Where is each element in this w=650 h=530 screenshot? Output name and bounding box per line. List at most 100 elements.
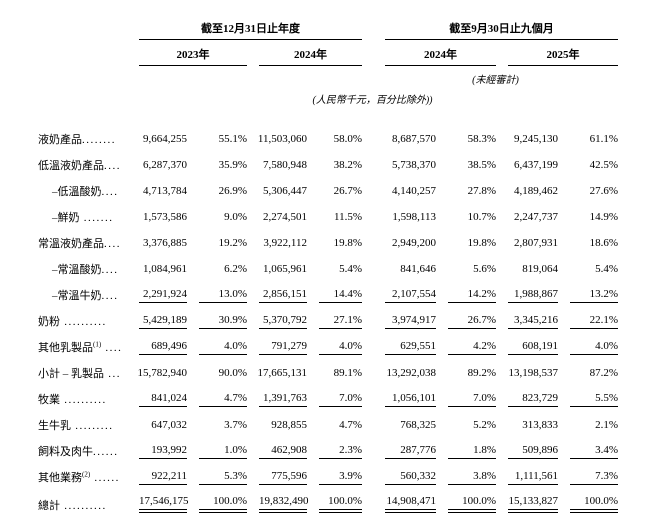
amount-cell: 17,546,175 — [127, 485, 189, 513]
amount-cell: 14,908,471 — [373, 485, 436, 513]
group-gap — [362, 303, 373, 329]
percentage-cell: 6.2% — [224, 263, 247, 275]
amount-cell: 19,832,490 — [247, 485, 309, 513]
percentage-cell: 11.5% — [333, 211, 362, 223]
amount-cell: 287,776 — [373, 433, 436, 459]
amount-cell: 3,376,885 — [143, 237, 187, 249]
amount-cell: 4,140,257 — [392, 185, 436, 197]
amount-cell: 922,211 — [127, 459, 187, 485]
row-label: 生牛乳 ......... — [38, 420, 114, 432]
percentage-cell: 14.9% — [589, 211, 618, 223]
amount-cell: 2,247,737 — [514, 211, 558, 223]
percentage-cell: 19.2% — [218, 237, 247, 249]
row-label: 飼料及肉牛...... — [38, 446, 119, 458]
percentage-cell: 100.0% — [436, 485, 496, 513]
dot-leader: .......... — [60, 394, 107, 406]
percentage-cell: 3.4% — [558, 433, 618, 459]
table-row: 其他業務(2) ...... 922,211 5.3% 775,596 3.9% 560,… — [30, 459, 618, 485]
amount-cell: 819,064 — [522, 263, 558, 275]
percentage-cell: 14.4% — [307, 277, 362, 303]
amount-cell: 608,191 — [496, 329, 558, 355]
amount-cell: 1,573,586 — [143, 211, 187, 223]
percentage-cell: 2.1% — [595, 419, 618, 431]
group-gap — [362, 381, 373, 407]
row-label: 低溫液奶產品.... — [38, 160, 121, 172]
row-label: 小計 – 乳製品 ... — [38, 368, 121, 380]
percentage-cell: 3.8% — [436, 459, 496, 485]
table-body: 液奶產品........ 9,664,255 55.1% 11,503,060 58.0… — [30, 121, 618, 513]
amount-cell: 17,665,131 — [257, 367, 308, 379]
unaudited-note: (未經審計) — [472, 75, 519, 86]
amount-cell: 193,992 — [127, 433, 187, 459]
table-row: –鮮奶 ....... 1,573,586 9.0% 2,274,501 11.5% 1,… — [30, 199, 618, 225]
revenue-breakdown-table: 截至12月31日止年度 截至9月30日止九個月 2023年 2024年 2024… — [30, 8, 618, 513]
table-row: 飼料及肉牛...... 193,992 1.0% 462,908 2.3% 287,776… — [30, 433, 618, 459]
dot-leader: ......... — [71, 420, 114, 432]
group-gap — [362, 121, 373, 147]
group-gap — [362, 199, 373, 225]
percentage-cell: 27.8% — [467, 185, 496, 197]
amount-cell: 841,646 — [400, 263, 436, 275]
table-row: 牧業 .......... 841,024 4.7% 1,391,763 7.0% 1,0… — [30, 381, 618, 407]
percentage-cell: 26.9% — [218, 185, 247, 197]
unit-note-row: (人民幣千元，百分比除外)) — [30, 86, 618, 121]
column-group-header-row: 截至12月31日止年度 截至9月30日止九個月 — [30, 8, 618, 40]
amount-cell: 5,370,792 — [247, 303, 307, 329]
amount-cell: 689,496 — [127, 329, 187, 355]
percentage-cell: 30.9% — [187, 303, 247, 329]
percentage-cell: 87.2% — [589, 367, 618, 379]
percentage-cell: 3.9% — [307, 459, 362, 485]
row-label: 其他乳製品(1) .... — [38, 340, 123, 354]
percentage-cell: 19.8% — [333, 237, 362, 249]
amount-cell: 462,908 — [247, 433, 307, 459]
row-label: 奶粉 .......... — [38, 316, 107, 328]
group-gap — [362, 355, 373, 381]
amount-cell: 823,729 — [496, 381, 558, 407]
percentage-cell: 2.3% — [307, 433, 362, 459]
group-gap — [362, 251, 373, 277]
amount-cell: 2,807,931 — [514, 237, 558, 249]
label-column-spacer — [30, 40, 127, 66]
percentage-cell: 4.0% — [187, 329, 247, 355]
nine-month-group-header: 截至9月30日止九個月 — [373, 8, 618, 40]
year-2024-header: 2024年 — [247, 40, 362, 66]
amount-cell: 9,664,255 — [143, 133, 187, 145]
amount-cell: 6,437,199 — [514, 159, 558, 171]
percentage-cell: 4.0% — [307, 329, 362, 355]
amount-cell: 3,974,917 — [373, 303, 436, 329]
amount-cell: 1,056,101 — [373, 381, 436, 407]
group-gap — [362, 225, 373, 251]
amount-cell: 15,782,940 — [137, 367, 188, 379]
table-row: –常溫酸奶.... 1,084,961 6.2% 1,065,961 5.4% 841,6… — [30, 251, 618, 277]
percentage-cell: 13.2% — [558, 277, 618, 303]
amount-cell: 7,580,948 — [263, 159, 307, 171]
percentage-cell: 1.8% — [436, 433, 496, 459]
amount-cell: 1,988,867 — [496, 277, 558, 303]
amount-cell: 1,065,961 — [263, 263, 307, 275]
group-gap — [362, 433, 373, 459]
percentage-cell: 1.0% — [187, 433, 247, 459]
nine-month-2025-header: 2025年 — [496, 40, 618, 66]
dot-leader: .......... — [60, 500, 107, 512]
percentage-cell: 100.0% — [307, 485, 362, 513]
percentage-cell: 89.1% — [333, 367, 362, 379]
percentage-cell: 4.7% — [339, 419, 362, 431]
dot-leader: .......... — [60, 316, 107, 328]
amount-cell: 4,713,784 — [143, 185, 187, 197]
amount-cell: 2,107,554 — [373, 277, 436, 303]
percentage-cell: 7.0% — [436, 381, 496, 407]
amount-cell: 3,922,112 — [263, 237, 307, 249]
percentage-cell: 18.6% — [589, 237, 618, 249]
dot-leader: .... — [101, 290, 119, 302]
percentage-cell: 26.7% — [436, 303, 496, 329]
amount-cell: 13,292,038 — [386, 367, 437, 379]
percentage-cell: 4.7% — [187, 381, 247, 407]
row-label: 總計 .......... — [38, 500, 107, 512]
percentage-cell: 26.7% — [333, 185, 362, 197]
amount-cell: 1,111,561 — [496, 459, 558, 485]
amount-cell: 1,598,113 — [392, 211, 436, 223]
table-row: 生牛乳 ......... 647,032 3.7% 928,855 4.7% 768,3… — [30, 407, 618, 433]
dot-leader: .... — [101, 186, 119, 198]
dot-leader: ....... — [79, 212, 114, 224]
percentage-cell: 27.6% — [589, 185, 618, 197]
